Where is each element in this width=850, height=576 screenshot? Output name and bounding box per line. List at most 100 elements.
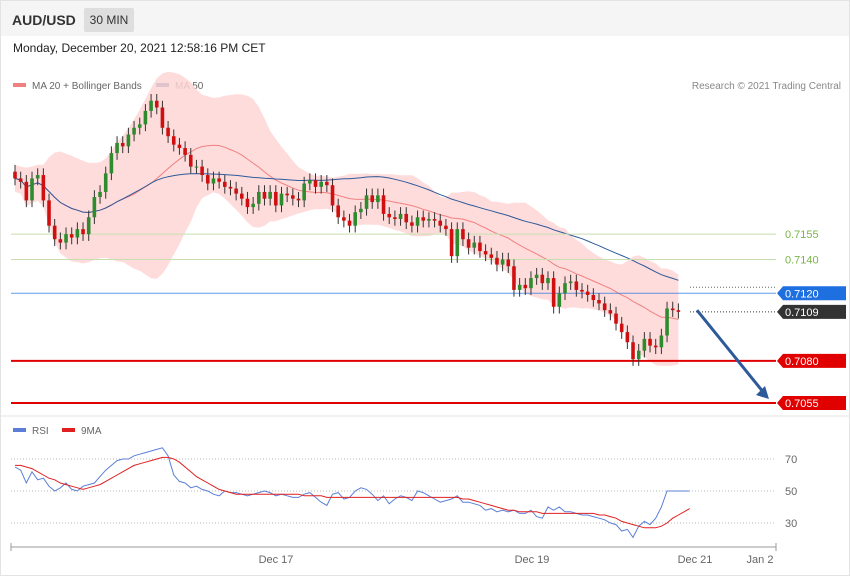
candle-body <box>126 134 131 147</box>
ma20-swatch <box>13 83 26 88</box>
candle-body <box>342 217 346 221</box>
rsi-ma-line <box>15 456 690 529</box>
candle-body <box>495 257 499 265</box>
forecast-arrow-line <box>695 309 766 394</box>
candle-body <box>18 178 23 182</box>
header-bar: AUD/USD 30 MIN <box>1 1 849 36</box>
candle-body <box>200 166 204 176</box>
resistance-tag <box>777 286 846 301</box>
rsi-tick-label: 70 <box>785 454 797 466</box>
candle-body <box>619 323 624 333</box>
x-tick-label: Dec 17 <box>259 554 294 566</box>
candle-body <box>171 136 176 145</box>
candle-body <box>444 225 448 230</box>
candle-body <box>534 274 539 279</box>
candle-body <box>404 213 409 223</box>
candle-body <box>574 281 579 290</box>
candle-body <box>98 191 102 198</box>
candle-body <box>35 175 40 179</box>
legend-rsi: RSI <box>13 426 49 437</box>
candle-body <box>432 218 437 221</box>
candle-body <box>676 310 681 312</box>
legend-rsi-label: RSI <box>32 426 49 437</box>
candle-body <box>285 193 289 196</box>
candle-body <box>642 338 647 351</box>
candle-body <box>653 345 658 348</box>
level-label: 0.7109 <box>785 307 819 319</box>
candle-body <box>659 335 664 348</box>
forecast-arrow-head <box>756 386 769 400</box>
candle-body <box>540 274 545 284</box>
candle-body <box>86 217 91 235</box>
candle-body <box>455 229 460 257</box>
rsi-tick-label: 50 <box>785 486 797 498</box>
candle-body <box>665 308 669 336</box>
candle-body <box>625 332 630 343</box>
candle-body <box>648 338 652 346</box>
candle-body <box>257 191 261 204</box>
symbol-title: AUD/USD <box>12 12 76 28</box>
candle-body <box>24 181 29 201</box>
candle-body <box>466 239 471 248</box>
candle-body <box>529 278 533 289</box>
candle-body <box>302 183 306 201</box>
support-tag <box>777 353 846 368</box>
candle-body <box>563 283 567 294</box>
candle-body <box>670 308 675 311</box>
candle-body <box>512 266 516 290</box>
candle-body <box>274 191 278 206</box>
candle-body <box>330 185 335 206</box>
candle-body <box>222 181 227 187</box>
candle-body <box>251 203 255 208</box>
bollinger-band <box>15 71 679 366</box>
candle-body <box>69 234 74 238</box>
candle-body <box>410 222 414 226</box>
candle-body <box>217 178 221 182</box>
candle-body <box>359 208 363 213</box>
candle-body <box>591 294 596 301</box>
candle-body <box>137 124 142 128</box>
candle-body <box>478 242 482 252</box>
candle-body <box>47 200 51 226</box>
candle-body <box>81 229 85 235</box>
candle-body <box>52 225 57 240</box>
candle-body <box>393 217 397 219</box>
candle-body <box>319 181 323 187</box>
candle-body <box>546 278 550 284</box>
candle-body <box>177 144 182 149</box>
candle-body <box>489 254 494 258</box>
candle-body <box>183 148 187 155</box>
timeframe-button[interactable]: 30 MIN <box>84 8 134 32</box>
candle-body <box>313 180 318 187</box>
candle-body <box>551 278 556 307</box>
candle-body <box>415 217 420 226</box>
candle-body <box>376 195 380 203</box>
x-tick-label: Dec 21 <box>678 554 713 566</box>
candle-body <box>291 195 295 199</box>
legend-ma20-label: MA 20 + Bollinger Bands <box>32 81 142 92</box>
candle-body <box>30 178 34 201</box>
legend-ma20: MA 20 + Bollinger Bands <box>13 81 142 92</box>
candle-body <box>58 239 63 243</box>
candle-body <box>132 127 136 135</box>
candle-body <box>449 229 454 257</box>
candle-body <box>347 220 352 226</box>
candle-body <box>438 220 443 226</box>
candle-body <box>568 281 573 284</box>
candle-body <box>336 205 340 218</box>
candle-body <box>421 217 426 221</box>
x-tick-label: Dec 19 <box>515 554 550 566</box>
candle-body <box>427 218 431 221</box>
candle-body <box>41 175 46 201</box>
candle-body <box>160 107 165 128</box>
candle-body <box>308 180 312 184</box>
candle-body <box>154 100 159 108</box>
rsi-ma-swatch <box>62 428 75 433</box>
candle-body <box>364 195 369 209</box>
candle-body <box>614 313 618 324</box>
candle-body <box>631 342 635 360</box>
timestamp: Monday, December 20, 2021 12:58:16 PM CE… <box>13 41 266 55</box>
level-label: 0.7055 <box>785 398 819 410</box>
candle-body <box>143 110 148 125</box>
